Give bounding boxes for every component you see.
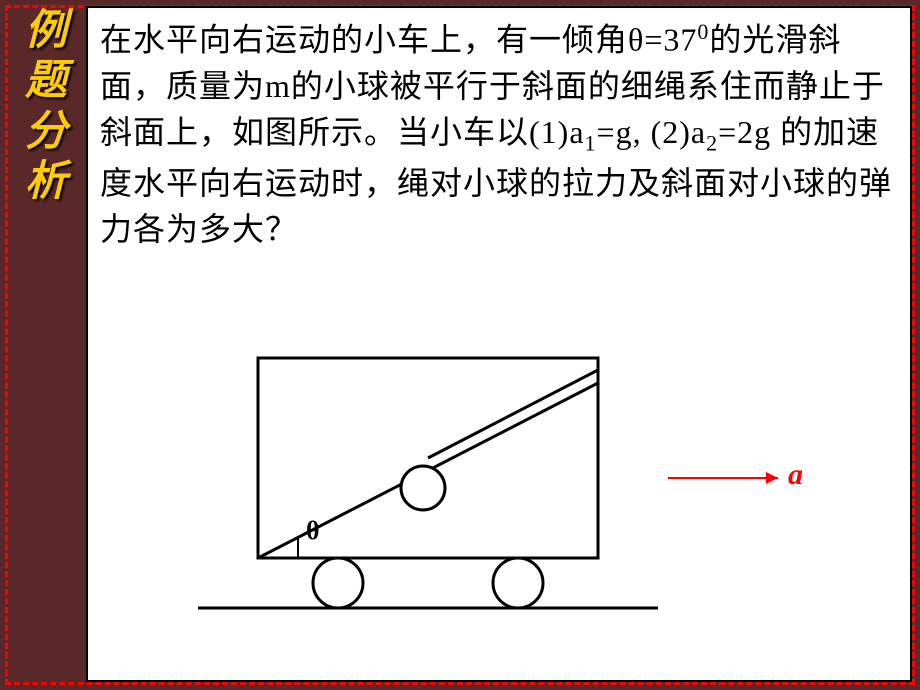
slide: 例 题 分 析 在水平向右运动的小车上，有一倾角θ=370的光滑斜面，质量为m的… — [0, 0, 920, 690]
theta-label: θ — [306, 516, 320, 546]
sidebar-char: 分 — [25, 107, 67, 157]
arrow-label: a — [788, 458, 803, 492]
ball — [401, 466, 445, 510]
diagram-svg — [198, 338, 818, 658]
sidebar-char: 析 — [25, 157, 67, 207]
text-part: =g, (2)a — [597, 114, 707, 150]
text-part: 在水平向右运动的小车上，有一倾角θ=37 — [100, 22, 697, 58]
sidebar-char: 例 — [25, 6, 67, 56]
subscript: 2 — [706, 131, 718, 156]
subscript: 1 — [585, 131, 597, 156]
wheel — [493, 558, 543, 608]
superscript: 0 — [697, 19, 709, 44]
wheel — [313, 558, 363, 608]
arrow-head — [766, 472, 778, 484]
sidebar-char: 题 — [25, 56, 67, 106]
physics-diagram: θ a — [198, 338, 818, 658]
content-panel: 在水平向右运动的小车上，有一倾角θ=370的光滑斜面，质量为m的小球被平行于斜面… — [86, 6, 912, 682]
problem-text: 在水平向右运动的小车上，有一倾角θ=370的光滑斜面，质量为m的小球被平行于斜面… — [100, 16, 898, 253]
sidebar-title: 例 题 分 析 — [10, 6, 82, 208]
